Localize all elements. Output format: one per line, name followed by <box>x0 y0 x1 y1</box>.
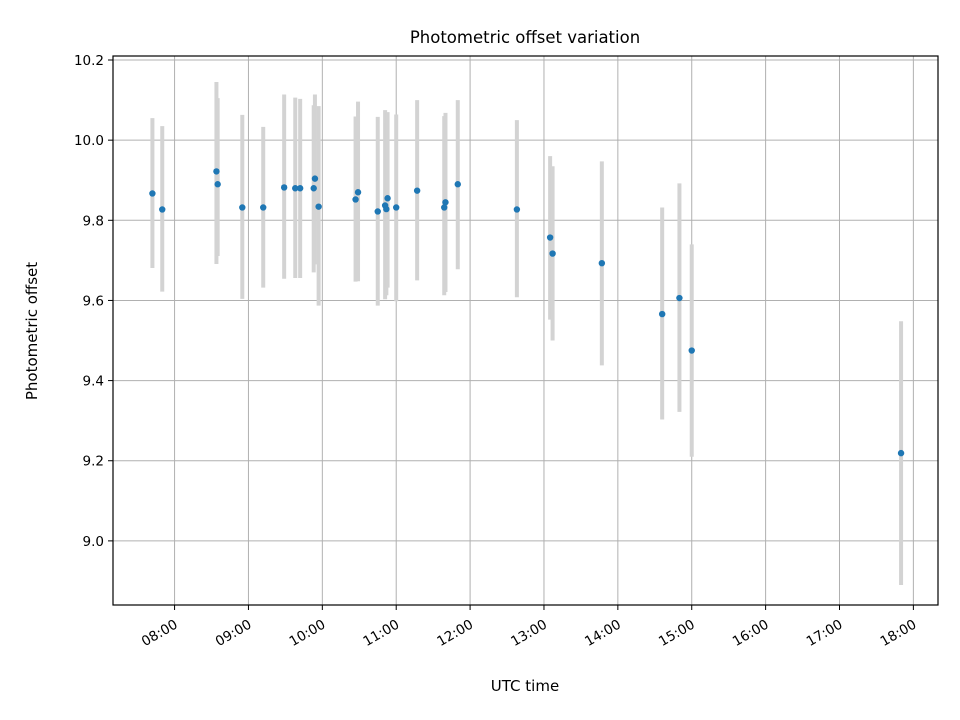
y-tick-label: 9.6 <box>83 293 104 309</box>
data-point <box>658 310 666 318</box>
data-point <box>413 187 421 194</box>
data-points <box>149 168 905 457</box>
y-axis: 9.0 9.2 9.4 9.6 9.8 10.0 10.2 <box>74 53 113 550</box>
grid <box>113 56 938 605</box>
data-point <box>213 168 220 175</box>
data-point <box>280 184 288 191</box>
data-point <box>454 181 461 188</box>
data-point <box>374 208 381 215</box>
data-point <box>159 206 166 213</box>
y-tick-label: 9.0 <box>83 534 104 550</box>
data-point <box>441 204 448 211</box>
y-tick-label: 10.0 <box>74 133 104 149</box>
data-point <box>384 195 391 202</box>
data-point <box>315 203 322 210</box>
y-tick-label: 9.2 <box>83 454 104 470</box>
data-point <box>354 189 362 196</box>
chart-title: Photometric offset variation <box>410 28 640 47</box>
data-point <box>311 175 319 182</box>
data-point <box>897 449 905 457</box>
data-point <box>352 196 359 203</box>
y-axis-label: Photometric offset <box>23 262 41 400</box>
data-point <box>513 206 521 213</box>
data-point <box>149 190 156 197</box>
data-point <box>598 259 606 267</box>
data-point <box>296 185 304 192</box>
data-point <box>214 181 221 188</box>
data-point <box>442 199 449 206</box>
data-point <box>688 347 695 354</box>
data-point <box>292 185 299 192</box>
data-point <box>676 294 683 302</box>
data-point <box>260 204 267 211</box>
y-tick-label: 10.2 <box>74 53 104 69</box>
data-point <box>393 204 400 211</box>
data-point <box>546 234 554 241</box>
plot-frame <box>112 55 939 606</box>
y-tick-label: 9.4 <box>83 374 104 390</box>
y-tick-label: 9.8 <box>83 213 104 229</box>
data-point <box>383 205 390 213</box>
data-point <box>310 185 317 192</box>
data-point <box>549 250 556 257</box>
x-axis-label: UTC time <box>491 677 559 695</box>
data-point <box>239 204 246 211</box>
